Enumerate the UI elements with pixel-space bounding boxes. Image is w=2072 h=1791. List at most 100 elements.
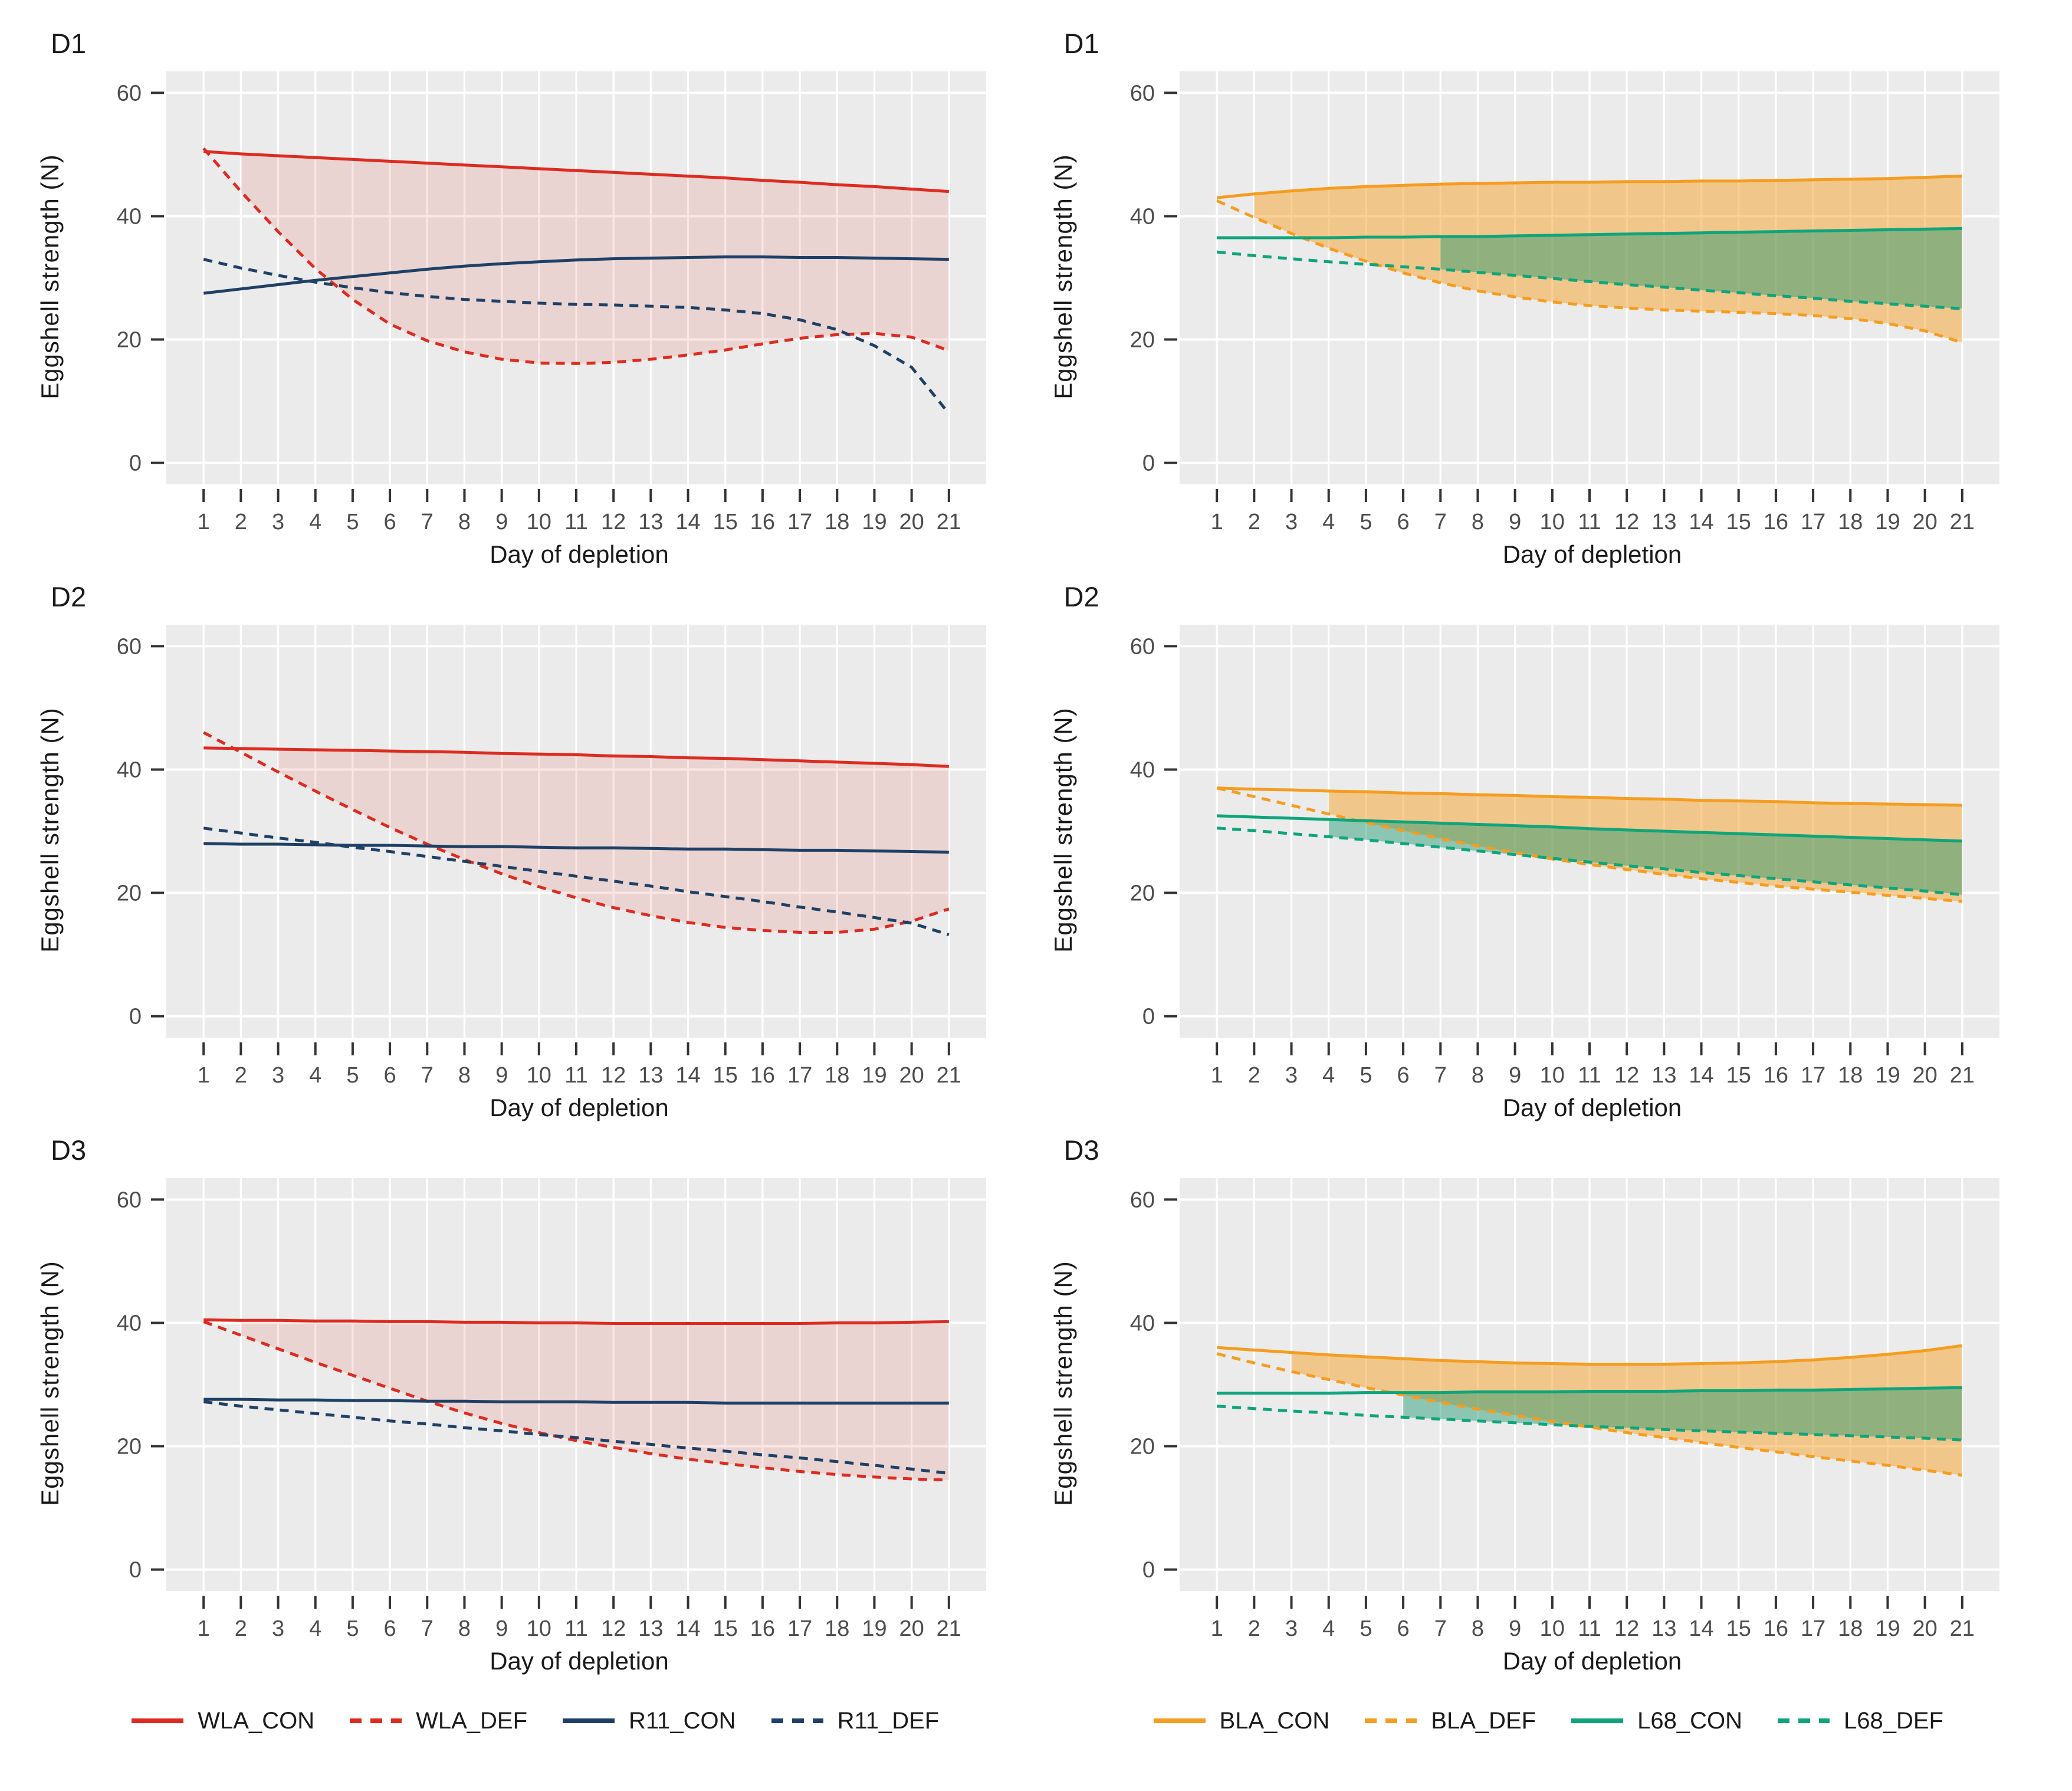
y-axis-title: Eggshell strength (N): [1049, 1260, 1077, 1506]
x-tick-label: 7: [1434, 1616, 1446, 1641]
legend-label: R11_CON: [629, 1707, 736, 1734]
y-tick-label: 0: [129, 1558, 142, 1583]
x-tick-label: 19: [1875, 510, 1900, 534]
legend-item-R11_DEF: R11_DEF: [770, 1708, 939, 1734]
series-line-BLA_CON: [1216, 786, 1962, 807]
y-tick-label: 0: [1142, 1005, 1154, 1029]
y-tick-label: 60: [1129, 81, 1154, 106]
series-line-BLA_CON: [1216, 1344, 1962, 1366]
x-tick-label: 7: [1434, 1063, 1446, 1088]
x-tick-label: 1: [198, 510, 210, 534]
x-tick-label: 6: [384, 1063, 396, 1088]
x-tick-label: 2: [1247, 1063, 1260, 1088]
x-tick-label: 17: [1800, 510, 1825, 534]
panel-title: D3: [1063, 1134, 1099, 1166]
legend-solid-line-swatch: [1153, 1718, 1206, 1723]
x-tick-label: 2: [1247, 510, 1260, 534]
x-tick-label: 14: [675, 1063, 700, 1088]
x-tick-label: 11: [1578, 1063, 1601, 1088]
series-line-L68_DEF: [1216, 250, 1962, 310]
legend-item-L68_DEF: L68_DEF: [1777, 1708, 1943, 1734]
x-tick-label: 21: [1949, 1616, 1974, 1641]
series-line-R11_CON: [203, 255, 949, 295]
x-tick-label: 12: [601, 1616, 626, 1641]
legend-item-R11_CON: R11_CON: [561, 1708, 736, 1734]
x-tick-label: 17: [787, 1616, 812, 1641]
x-tick-label: 7: [421, 1616, 434, 1641]
series-line-WLA_CON: [203, 150, 949, 193]
y-tick-label: 60: [117, 81, 142, 106]
x-tick-label: 20: [1912, 1616, 1937, 1641]
x-tick-label: 10: [527, 1616, 551, 1641]
x-tick-label: 20: [899, 510, 924, 534]
x-tick-label: 6: [1397, 510, 1409, 534]
y-axis-title: Eggshell strength (N): [36, 153, 64, 399]
x-tick-label: 5: [346, 1063, 359, 1088]
x-tick-label: 18: [825, 1616, 849, 1641]
legend-row: WLA_CON WLA_DEF R11_CON R11_DEF BLA_CON BLA_…: [28, 1677, 2054, 1765]
series-line-L68_CON: [1216, 814, 1962, 843]
x-tick-label: 4: [1322, 1616, 1335, 1641]
legend-dashed-line-swatch: [771, 1718, 823, 1723]
x-tick-label: 14: [675, 510, 700, 534]
x-tick-label: 9: [495, 510, 508, 534]
x-tick-label: 13: [1651, 1616, 1676, 1641]
x-tick-label: 17: [787, 510, 812, 534]
x-tick-label: 18: [1838, 510, 1863, 534]
series-line-BLA_DEF: [1216, 786, 1962, 903]
x-tick-label: 16: [1763, 1616, 1788, 1641]
x-tick-label: 21: [937, 510, 961, 534]
x-tick-label: 21: [937, 1063, 961, 1088]
y-tick-label: 40: [1129, 204, 1154, 229]
y-tick-label: 20: [1129, 1435, 1154, 1459]
ribbon-WLA_CON-WLA_DEF: [278, 749, 949, 933]
x-tick-label: 13: [1651, 1063, 1676, 1088]
y-tick-label: 60: [117, 1188, 142, 1212]
x-tick-label: 11: [564, 1616, 587, 1641]
x-axis-title: Day of depletion: [1502, 1647, 1682, 1675]
x-tick-label: 13: [638, 1616, 663, 1641]
series-line-WLA_DEF: [203, 731, 950, 934]
y-tick-label: 40: [1129, 1311, 1154, 1336]
x-tick-label: 5: [1360, 1616, 1372, 1641]
ribbon-WLA_CON-WLA_DEF: [241, 1320, 949, 1480]
x-tick-label: 16: [750, 1063, 775, 1088]
series-line-WLA_CON: [203, 1318, 949, 1325]
y-tick-label: 0: [129, 451, 142, 476]
x-tick-label: 2: [235, 510, 247, 534]
series-line-BLA_CON: [1216, 175, 1962, 199]
x-axis-title: Day of depletion: [490, 1094, 669, 1121]
ribbon-BLA_CON-BLA_DEF: [1291, 1346, 1962, 1475]
x-tick-label: 10: [527, 1063, 551, 1088]
x-tick-label: 8: [1471, 510, 1483, 534]
series-line-WLA_CON: [203, 746, 949, 768]
x-tick-label: 9: [495, 1063, 508, 1088]
panel-title: D2: [51, 581, 87, 612]
x-tick-label: 12: [601, 1063, 626, 1088]
x-tick-label: 8: [458, 1063, 471, 1088]
x-tick-label: 14: [1689, 1616, 1713, 1641]
legend-label: WLA_CON: [198, 1707, 315, 1734]
x-tick-label: 12: [1614, 510, 1639, 534]
x-tick-label: 4: [1322, 1063, 1335, 1088]
x-tick-label: 13: [638, 1063, 663, 1088]
x-tick-label: 15: [1726, 510, 1751, 534]
ribbon-L68_CON-L68_DEF: [1403, 1387, 1962, 1441]
y-axis-title: Eggshell strength (N): [36, 1260, 64, 1506]
x-tick-label: 4: [1322, 510, 1335, 534]
ribbon-L68_CON-L68_DEF: [1328, 819, 1962, 895]
x-tick-label: 2: [235, 1063, 247, 1088]
series-line-BLA_DEF: [1216, 199, 1963, 345]
x-tick-label: 16: [1763, 1063, 1788, 1088]
x-tick-label: 15: [713, 510, 738, 534]
ribbon-L68_CON-L68_DEF: [1440, 228, 1962, 309]
y-tick-label: 40: [1129, 757, 1154, 782]
x-tick-label: 9: [1509, 1616, 1521, 1641]
x-tick-label: 6: [1397, 1063, 1409, 1088]
x-tick-label: 1: [1210, 1063, 1223, 1088]
x-tick-label: 15: [713, 1616, 738, 1641]
